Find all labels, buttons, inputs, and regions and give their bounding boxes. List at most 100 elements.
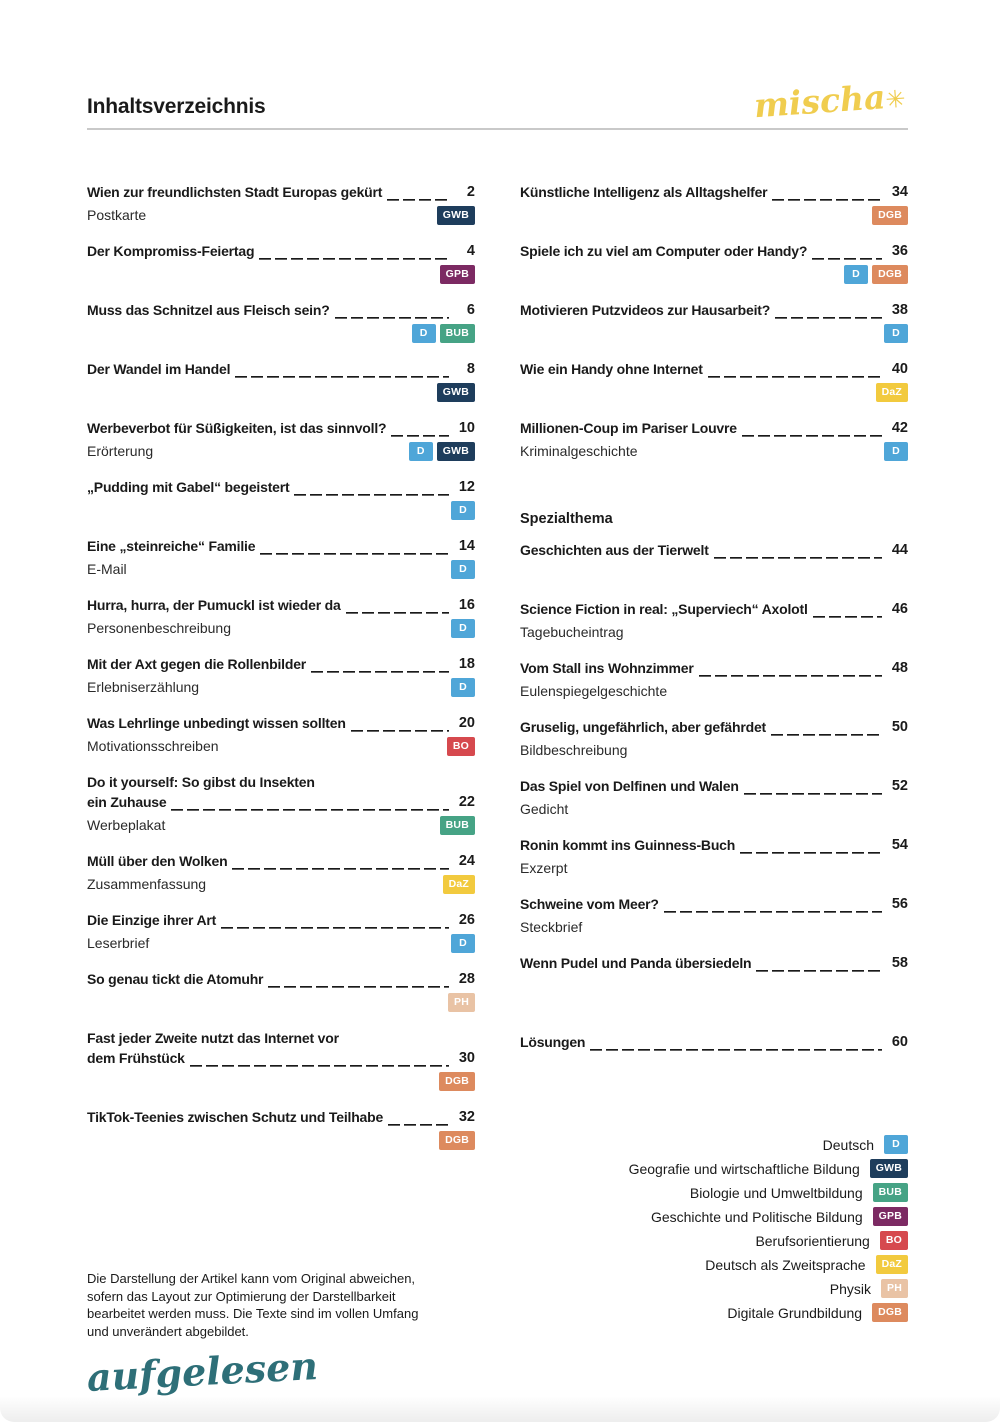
toc-entry-title: Eine „steinreiche“ Familie bbox=[87, 538, 256, 554]
subject-badge-gwb: GWB bbox=[436, 441, 475, 461]
page-number: 36 bbox=[891, 243, 908, 259]
subject-badge-d: D bbox=[411, 323, 436, 343]
subject-badge-daz: DaZ bbox=[442, 874, 475, 894]
toc-entry: Die Einzige ihrer Art 26 Leserbrief D bbox=[87, 910, 475, 954]
section-header-spezialthema: Spezialthema bbox=[520, 511, 613, 527]
toc-entry: Der Wandel im Handel 8 GWB bbox=[87, 359, 475, 403]
subject-badge-gwb: GWB bbox=[436, 382, 475, 402]
subject-badge-d: D bbox=[451, 559, 475, 579]
toc-entry-sub-row: Zusammenfassung DaZ bbox=[87, 873, 475, 895]
leader-line bbox=[189, 1055, 449, 1067]
toc-entry-sub-row: D bbox=[520, 322, 908, 344]
toc-entry-title: Müll über den Wolken bbox=[87, 853, 228, 869]
page-header: Inhaltsverzeichnis mischa✳ bbox=[87, 0, 908, 130]
leader-line bbox=[235, 366, 449, 378]
badge-list: PH bbox=[448, 992, 475, 1012]
toc-entry: TikTok-Teenies zwischen Schutz und Teilh… bbox=[87, 1107, 475, 1151]
toc-entry-title-row: Werbeverbot für Süßigkeiten, ist das sin… bbox=[87, 418, 475, 438]
badge-list: DaZ bbox=[875, 382, 908, 402]
toc-entry: Müll über den Wolken 24 Zusammenfassung DaZ bbox=[87, 851, 475, 895]
toc-entry-title: ein Zuhause bbox=[87, 794, 167, 810]
toc-entry-title: Spiele ich zu viel am Computer oder Hand… bbox=[520, 243, 808, 259]
toc-entry-sub-row: D bbox=[87, 499, 475, 521]
legend-label: Digitale Grundbildung bbox=[727, 1304, 863, 1321]
page-number: 58 bbox=[891, 955, 908, 971]
toc-entry-title-row: Das Spiel von Delfinen und Walen 52 bbox=[520, 776, 908, 796]
leader-line bbox=[740, 842, 882, 854]
subject-badge-daz: DaZ bbox=[875, 1255, 908, 1274]
mischa-logo: mischa✳ bbox=[753, 77, 907, 125]
leader-line bbox=[171, 799, 449, 811]
toc-entry-title: Vom Stall ins Wohnzimmer bbox=[520, 660, 694, 676]
toc-entry: Mit der Axt gegen die Rollenbilder 18 Erle… bbox=[87, 654, 475, 698]
page-number: 60 bbox=[891, 1034, 908, 1050]
toc-entry-sub-row: Werbeplakat BUB bbox=[87, 814, 475, 836]
toc-entry-subtitle: E-Mail bbox=[87, 561, 127, 577]
toc-entry-sub-row: D BUB bbox=[87, 322, 475, 344]
badge-list: GPB bbox=[439, 264, 475, 284]
toc-entry: Millionen-Coup im Pariser Louvre 42 Krimin… bbox=[520, 418, 908, 462]
subject-badge-daz: DaZ bbox=[875, 382, 908, 402]
toc-entry: Muss das Schnitzel aus Fleisch sein? 6 D BU… bbox=[87, 300, 475, 344]
subject-badge-dgb: DGB bbox=[872, 1303, 908, 1322]
toc-entry: Vom Stall ins Wohnzimmer 48 Eulenspiegelge… bbox=[520, 658, 908, 702]
toc-entry-title: Mit der Axt gegen die Rollenbilder bbox=[87, 656, 307, 672]
toc-entry-sub-row: Motivationsschreiben BO bbox=[87, 735, 475, 757]
toc-entry-title: Geschichten aus der Tierwelt bbox=[520, 542, 709, 558]
page-footer-area: Die Darstellung der Artikel kann vom Ori… bbox=[0, 1250, 1000, 1400]
page-number: 14 bbox=[458, 538, 475, 554]
legend-row: Deutsch als Zweitsprache DaZ bbox=[520, 1255, 908, 1274]
leader-line bbox=[268, 976, 449, 988]
toc-entry-title: Science Fiction in real: „Superviech“ Ax… bbox=[520, 601, 808, 617]
toc-entry-subtitle: Kriminalgeschichte bbox=[520, 443, 638, 459]
toc-entry-sub-row: Kriminalgeschichte D bbox=[520, 440, 908, 462]
badge-list: D bbox=[451, 559, 475, 579]
toc-entry-title-row: dem Frühstück 30 bbox=[87, 1048, 475, 1068]
toc-entry: Wenn Pudel und Panda übersiedeln 58 bbox=[520, 953, 908, 997]
toc-entry-subtitle: Leserbrief bbox=[87, 935, 150, 951]
page-number: 56 bbox=[891, 896, 908, 912]
toc-entry-title: Ronin kommt ins Guinness-Buch bbox=[520, 837, 736, 853]
toc-entry-subtitle: Steckbrief bbox=[520, 919, 583, 935]
subject-badge-gwb: GWB bbox=[436, 205, 475, 225]
subject-badge-ph: PH bbox=[881, 1279, 908, 1298]
toc-entry-subtitle: Erlebniserzählung bbox=[87, 679, 200, 695]
badge-list: DaZ bbox=[442, 874, 475, 894]
leader-line bbox=[713, 547, 882, 559]
badge-list: D bbox=[884, 323, 908, 343]
page-number: 34 bbox=[891, 184, 908, 200]
badge-list: DGB bbox=[872, 205, 908, 225]
page-bottom-edge bbox=[0, 1396, 1000, 1422]
toc-entry-title: Das Spiel von Delfinen und Walen bbox=[520, 778, 739, 794]
toc-entry-subtitle: Eulenspiegelgeschichte bbox=[520, 683, 668, 699]
page-number: 6 bbox=[466, 302, 475, 318]
leader-line bbox=[812, 248, 882, 260]
toc-entry-title: dem Frühstück bbox=[87, 1050, 185, 1066]
toc-entry-sub-row: Erörterung D GWB bbox=[87, 440, 475, 462]
toc-entry-title: Muss das Schnitzel aus Fleisch sein? bbox=[87, 302, 330, 318]
toc-entry-title-row: Millionen-Coup im Pariser Louvre 42 bbox=[520, 418, 908, 438]
legend-row: Berufsorientierung BO bbox=[520, 1231, 908, 1250]
toc-entry-title-row: Geschichten aus der Tierwelt 44 bbox=[520, 540, 908, 560]
page-number: 44 bbox=[891, 542, 908, 558]
badge-list: GWB bbox=[436, 382, 475, 402]
legend-row: Digitale Grundbildung DGB bbox=[520, 1303, 908, 1322]
toc-entry: Wien zur freundlichsten Stadt Europas ge… bbox=[87, 182, 475, 226]
toc-entry-title-row: Die Einzige ihrer Art 26 bbox=[87, 910, 475, 930]
page-number: 46 bbox=[891, 601, 908, 617]
toc-entry: Gruselig, ungefährlich, aber gefährdet 50… bbox=[520, 717, 908, 761]
page-number: 18 bbox=[458, 656, 475, 672]
disclaimer-line: Die Darstellung der Artikel kann vom Ori… bbox=[87, 1271, 416, 1286]
toc-entry-subtitle: Gedicht bbox=[520, 801, 569, 817]
toc-entry-subtitle: Tagebucheintrag bbox=[520, 624, 624, 640]
legend-row: Biologie und Umweltbildung BUB bbox=[520, 1183, 908, 1202]
toc-entry: Science Fiction in real: „Superviech“ Ax… bbox=[520, 599, 908, 643]
toc-entry-title-row: Gruselig, ungefährlich, aber gefährdet 50 bbox=[520, 717, 908, 737]
toc-entry-subtitle: Erörterung bbox=[87, 443, 154, 459]
disclaimer-line: und unverändert abgebildet. bbox=[87, 1323, 249, 1339]
badge-list: D DGB bbox=[844, 264, 908, 284]
page-number: 32 bbox=[458, 1109, 475, 1125]
page-number: 42 bbox=[891, 420, 908, 436]
toc-entry-title-row: Wien zur freundlichsten Stadt Europas ge… bbox=[87, 182, 475, 202]
leader-line bbox=[741, 425, 882, 437]
